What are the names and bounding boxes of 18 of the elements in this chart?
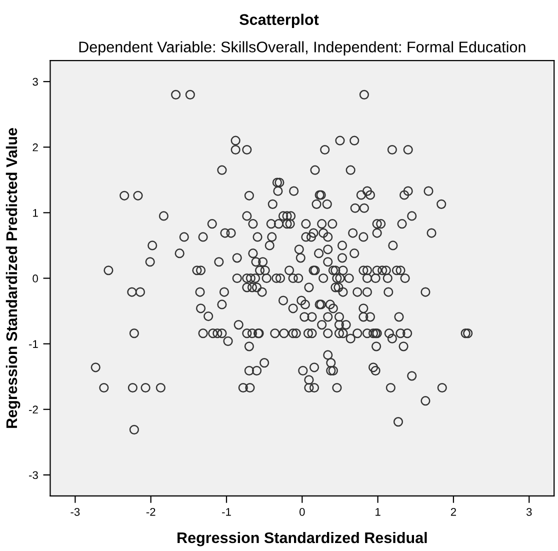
x-axis-title: Regression Standardized Residual [178,532,427,546]
x-tick-label: -2 [146,508,156,516]
x-tick-label: 0 [300,508,305,516]
y-axis-title: Regression Standardized Predicted Value [6,128,20,428]
x-tick-label: -1 [222,508,231,516]
y-tick-label: 2 [32,143,38,152]
y-tick-label: -3 [29,471,38,480]
x-tick-label: 2 [450,508,456,516]
chart-title: Scatterplot [240,14,319,28]
x-tick-label: 3 [526,508,532,516]
y-tick-label: 3 [32,78,38,86]
y-tick-label: 0 [32,274,38,282]
x-tick-label: 1 [376,508,380,516]
chart-subtitle: Dependent Variable: SkillsOverall, Independent: Formal Education [79,41,526,56]
y-tick-label: -2 [29,406,38,414]
y-tick-label: -1 [29,340,38,348]
x-tick-label: -3 [70,508,80,516]
y-tick-label: 1 [33,209,38,217]
